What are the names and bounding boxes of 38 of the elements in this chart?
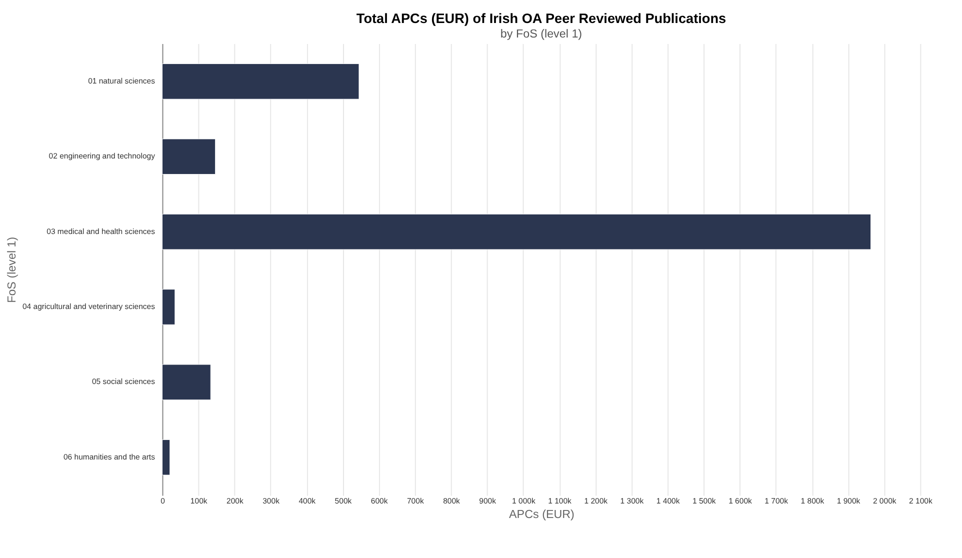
x-tick-label: 500k xyxy=(334,496,352,506)
y-tick-label: 05 social sciences xyxy=(92,377,156,386)
x-tick-label: 300k xyxy=(262,496,280,506)
x-tick-label: 1 800k xyxy=(800,496,824,506)
x-tick-label: 0 xyxy=(160,496,166,506)
chart-title: Total APCs (EUR) of Irish OA Peer Reviewed Publications xyxy=(356,11,726,26)
x-tick-label: 1 600k xyxy=(728,496,752,506)
chart-subtitle: by FoS (level 1) xyxy=(500,28,582,41)
x-tick-label: 1 500k xyxy=(692,496,716,506)
y-tick-label: 01 natural sciences xyxy=(88,76,156,86)
bar xyxy=(162,439,170,476)
y-tick-label: 02 engineering and technology xyxy=(48,152,156,161)
y-axis-title: FoS (level 1) xyxy=(6,236,19,303)
x-tick-label: 600k xyxy=(370,496,388,506)
x-tick-label: 1 400k xyxy=(656,496,680,506)
x-tick-label: 900k xyxy=(479,496,496,506)
x-tick-label: 2 100k xyxy=(909,496,932,506)
y-tick-label: 03 medical and health sciences xyxy=(46,226,156,236)
y-tick-label: 06 humanities and the arts xyxy=(63,452,156,462)
x-tick-label: 700k xyxy=(406,496,424,506)
y-tick-label: 04 agricultural and veterinary sciences xyxy=(22,302,156,311)
x-tick-label: 400k xyxy=(298,496,316,506)
bar xyxy=(162,364,211,400)
x-tick-label: 1 700k xyxy=(764,496,788,506)
x-tick-label: 1 300k xyxy=(620,496,644,506)
bar xyxy=(162,289,176,325)
x-tick-label: 200k xyxy=(226,496,244,506)
x-axis-title: APCs (EUR) xyxy=(509,508,575,522)
x-tick-label: 1 100k xyxy=(548,496,572,506)
x-tick-label: 800k xyxy=(443,496,460,506)
x-tick-label: 100k xyxy=(190,496,208,506)
bar xyxy=(162,138,216,175)
x-tick-label: 1 200k xyxy=(584,496,608,506)
bar xyxy=(162,214,872,250)
x-tick-label: 2 000k xyxy=(872,496,896,506)
bar xyxy=(162,64,360,100)
x-tick-label: 1 000k xyxy=(512,496,536,506)
x-tick-label: 1 900k xyxy=(836,496,860,506)
